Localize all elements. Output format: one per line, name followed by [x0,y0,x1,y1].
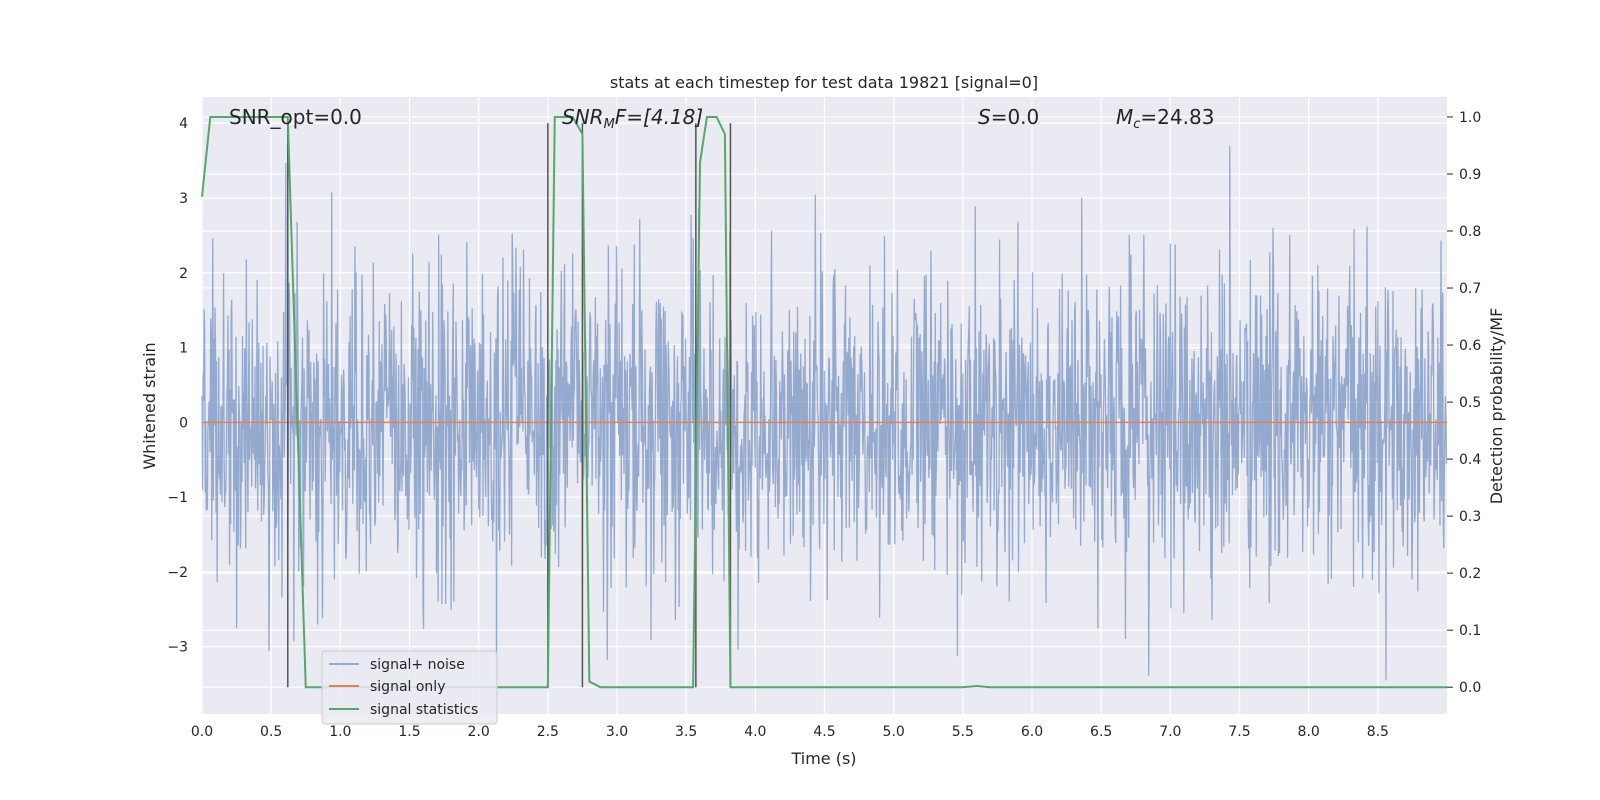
annotation-mc-sub: c [1133,117,1140,132]
annotation-snr-mf-main: SNR [562,105,604,129]
annotation-snr-mf-sub: M [604,117,615,132]
x-tick-label-0: 0.0 [191,724,213,740]
annotation-snr-mf-rest: F=[4.18] [615,105,703,129]
legend-label-signal-noise: signal+ noise [370,657,465,673]
legend-label-signal-statistics: signal statistics [370,702,478,718]
x-tick-label-6: 3.0 [606,724,628,740]
y-left-axis-ticks: −3 −2 −1 0 1 2 3 4 [167,116,188,656]
x-tick-label-3: 1.5 [398,724,420,740]
x-tick-label-10: 5.0 [883,724,905,740]
legend-label-signal-only: signal only [370,679,445,695]
x-tick-label-9: 4.5 [813,724,835,740]
x-axis-label: Time (s) [790,749,856,768]
legend: signal+ noise signal only signal statist… [321,650,498,725]
y-right-tick-label-10: 1.0 [1459,110,1481,126]
signal-statistics-line [201,115,1447,689]
annotation-mc-rest: =24.83 [1140,105,1214,129]
y-right-tick-label-8: 0.8 [1459,224,1481,240]
x-tick-label-2: 1.0 [329,724,351,740]
y-left-tick-label-1: −2 [167,565,188,581]
series-signal-noise [201,146,1448,681]
x-tick-label-1: 0.5 [260,724,282,740]
y-left-tick-label-0: −3 [167,640,188,656]
y-left-tick-label-2: −1 [167,490,188,506]
chart-title: stats at each timestep for test data 198… [610,73,1038,92]
x-tick-label-15: 7.5 [1228,724,1250,740]
y-right-tick-label-0: 0.0 [1459,680,1481,696]
x-tick-label-11: 5.5 [952,724,974,740]
y-right-axis-label: Detection probability/MF [1487,308,1506,505]
annotation-snr-mf: SNRMF=[4.18] [562,105,703,132]
y-right-tick-label-2: 0.2 [1459,566,1481,582]
x-tick-label-16: 8.0 [1298,724,1320,740]
y-left-tick-label-5: 2 [179,266,188,282]
y-right-axis-ticks: 0.0 0.1 0.2 0.3 0.4 0.5 0.6 0.7 0.8 0.9 1.0 [1447,110,1481,696]
y-right-tick-label-7: 0.7 [1459,281,1481,297]
x-tick-label-7: 3.5 [675,724,697,740]
x-tick-label-13: 6.5 [1090,724,1112,740]
y-left-axis-label: Whitened strain [140,342,159,469]
x-tick-label-12: 6.0 [1021,724,1043,740]
y-left-tick-label-3: 0 [179,415,188,431]
series-signal-statistics [201,115,1447,689]
y-left-tick-label-6: 3 [179,191,188,207]
annotation-s-main: S [978,105,991,129]
y-right-tick-label-4: 0.4 [1459,452,1481,468]
x-tick-label-17: 8.5 [1367,724,1389,740]
x-tick-label-4: 2.0 [468,724,490,740]
y-right-tick-label-1: 0.1 [1459,623,1481,639]
legend-box [321,650,498,725]
x-tick-label-14: 7.0 [1159,724,1181,740]
y-right-tick-label-5: 0.5 [1459,395,1481,411]
x-axis-ticks: 0.0 0.5 1.0 1.5 2.0 2.5 3.0 3.5 4.0 4.5 5.0 5.5 6.0 6… [191,724,1389,740]
annotation-mc: Mc=24.83 [1116,105,1214,132]
annotation-mc-main: M [1116,105,1133,129]
y-right-tick-label-6: 0.6 [1459,338,1481,354]
annotation-s-rest: =0.0 [991,105,1040,129]
x-tick-label-8: 4.0 [744,724,766,740]
y-left-tick-label-4: 1 [179,341,188,357]
y-right-tick-label-3: 0.3 [1459,509,1481,525]
x-tick-label-5: 2.5 [537,724,559,740]
signal-noise-line [201,146,1448,681]
y-right-tick-label-9: 0.9 [1459,167,1481,183]
annotation-snr-opt: SNR_opt=0.0 [229,105,362,129]
annotation-s: S=0.0 [978,105,1039,129]
y-left-tick-label-7: 4 [179,116,188,132]
